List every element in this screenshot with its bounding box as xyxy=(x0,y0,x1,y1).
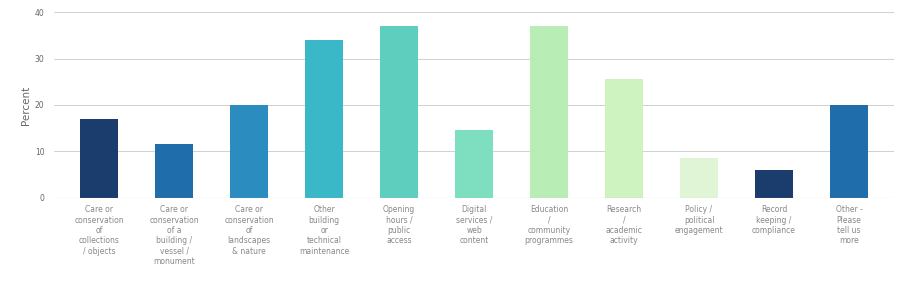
Bar xyxy=(754,170,792,198)
Y-axis label: Percent: Percent xyxy=(21,85,31,125)
Bar xyxy=(455,130,492,198)
Bar xyxy=(604,79,642,198)
Bar xyxy=(679,158,717,198)
Bar xyxy=(230,105,268,198)
Bar xyxy=(380,26,418,198)
Bar xyxy=(529,26,567,198)
Bar xyxy=(305,40,343,198)
Bar xyxy=(155,144,193,198)
Bar xyxy=(80,119,118,198)
Bar xyxy=(829,105,867,198)
